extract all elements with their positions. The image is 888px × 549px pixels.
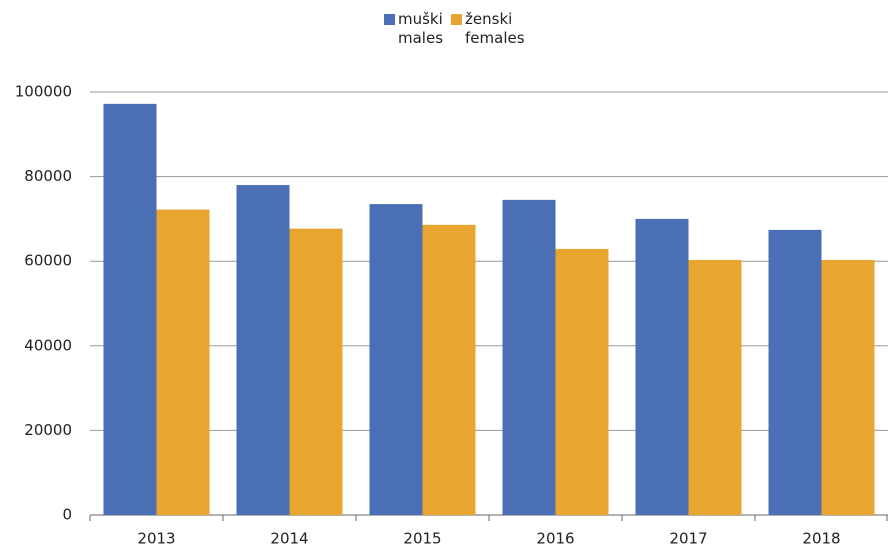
legend: muški males ženski females (384, 10, 533, 48)
y-tick-label: 80000 (24, 167, 72, 185)
legend-swatch (384, 14, 395, 25)
bar (422, 224, 476, 515)
bar (768, 229, 822, 515)
bar (289, 228, 343, 515)
x-tick-label: 2014 (270, 530, 308, 548)
bar (688, 259, 742, 515)
y-tick-label: 40000 (24, 336, 72, 354)
bar (502, 199, 556, 516)
x-tick-label: 2016 (536, 530, 574, 548)
bar (369, 204, 423, 515)
y-tick-label: 100000 (15, 83, 72, 101)
bar (555, 248, 609, 516)
y-tick-label: 20000 (24, 421, 72, 439)
x-tick-label: 2015 (403, 530, 441, 548)
bar (821, 259, 875, 515)
bar (635, 218, 689, 515)
x-tick-label: 2018 (802, 530, 840, 548)
y-tick-label: 60000 (24, 252, 72, 270)
y-tick-label: 0 (62, 506, 72, 524)
legend-label: ženski females (465, 10, 525, 47)
legend-swatch (451, 14, 463, 25)
bar (103, 103, 157, 516)
legend-label: muški males (398, 10, 444, 47)
x-tick-label: 2017 (669, 530, 707, 548)
bar (236, 185, 290, 515)
x-tick-label: 2013 (137, 530, 175, 548)
bar (156, 209, 210, 515)
